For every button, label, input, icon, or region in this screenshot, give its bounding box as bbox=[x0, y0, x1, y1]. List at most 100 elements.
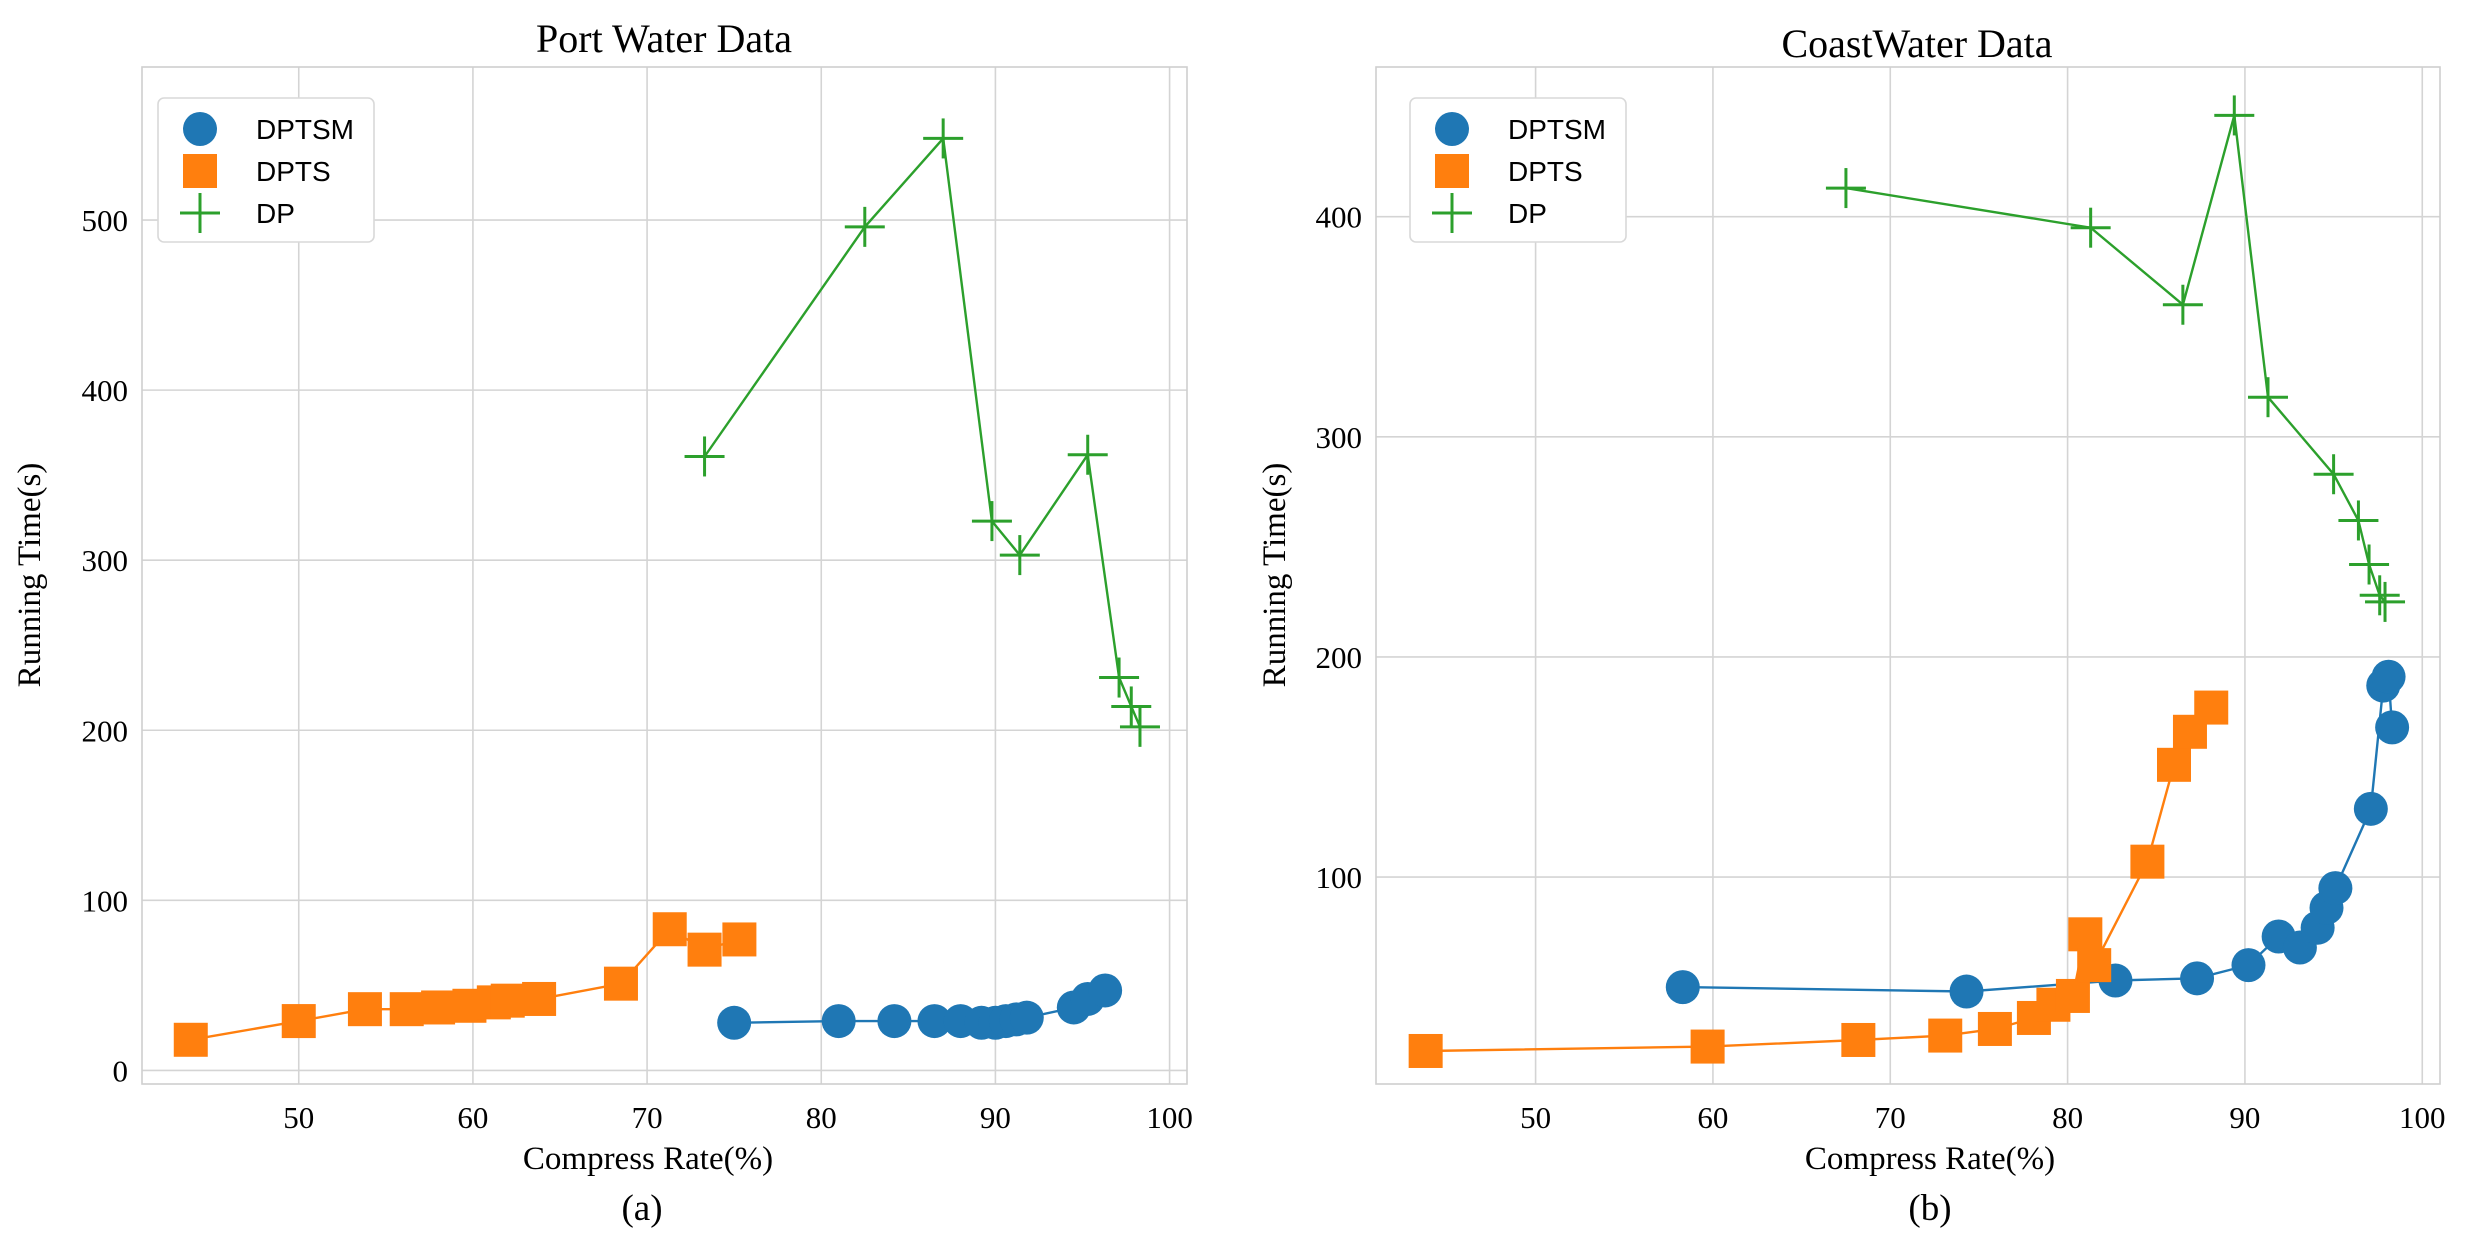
data-point-dpts bbox=[1841, 1022, 1876, 1057]
data-point-dp bbox=[971, 501, 1012, 542]
data-point-dp bbox=[684, 436, 725, 477]
data-point-dp bbox=[923, 118, 964, 159]
y-tick-label: 200 bbox=[1316, 640, 1363, 675]
data-point-dptsm bbox=[2318, 871, 2353, 906]
x-tick-label: 60 bbox=[1697, 1100, 1728, 1135]
legend-label-dp: DP bbox=[256, 198, 295, 229]
data-point-dpts bbox=[522, 981, 557, 1016]
legend-marker-dp bbox=[1432, 193, 1472, 233]
legend: DPTSM DPTS DP bbox=[1409, 97, 1627, 243]
data-point-dptsm bbox=[717, 1005, 752, 1040]
data-point-dp bbox=[1119, 706, 1160, 747]
series-line-dp bbox=[1845, 115, 2386, 603]
x-tick-label: 90 bbox=[980, 1100, 1011, 1135]
data-point-dptsm bbox=[917, 1004, 952, 1039]
data-point-dpts bbox=[1408, 1033, 1443, 1068]
data-point-dpts bbox=[389, 992, 424, 1027]
grid bbox=[1376, 67, 2440, 1084]
data-point-dpts bbox=[2068, 917, 2103, 952]
y-axis-label: Running Time(s) bbox=[12, 463, 48, 688]
legend-marker-dpts bbox=[1435, 154, 1469, 188]
y-tick-label: 300 bbox=[82, 543, 129, 578]
y-tick-labels: 0 100 200 300 400 500 bbox=[82, 203, 129, 1088]
y-tick-label: 500 bbox=[82, 203, 129, 238]
series-dptsm bbox=[1665, 659, 2410, 1009]
data-point-dpts bbox=[2157, 747, 2191, 782]
data-point-dpts bbox=[1977, 1011, 2012, 1046]
data-point-dptsm bbox=[1949, 974, 1984, 1009]
chart-title: CoastWater Data bbox=[1781, 21, 2052, 66]
x-axis-label: Compress Rate(%) bbox=[1805, 1141, 2055, 1177]
legend-marker-dpts bbox=[183, 154, 217, 188]
y-tick-labels: 100 200 300 400 bbox=[1316, 200, 1363, 895]
y-tick-label: 0 bbox=[113, 1053, 129, 1088]
x-tick-labels: 50 60 70 80 90 100 bbox=[283, 1100, 1193, 1135]
panel-port-water: Port Water Data 50 60 70 80 90 100 0 100 200 300… bbox=[12, 16, 1193, 1229]
x-axis-label: Compress Rate(%) bbox=[523, 1141, 773, 1177]
data-point-dptsm bbox=[1088, 973, 1123, 1008]
data-point-dp bbox=[2162, 284, 2203, 325]
x-tick-label: 100 bbox=[1146, 1100, 1193, 1135]
legend-label-dpts: DPTS bbox=[256, 156, 331, 187]
data-point-dpts bbox=[652, 912, 687, 947]
data-point-dpts bbox=[173, 1022, 208, 1057]
x-tick-label: 80 bbox=[2052, 1100, 2083, 1135]
data-point-dptsm bbox=[2375, 710, 2410, 745]
data-point-dptsm bbox=[821, 1004, 856, 1039]
x-tick-labels: 50 60 70 80 90 100 bbox=[1520, 1100, 2445, 1135]
data-point-dp bbox=[2365, 581, 2406, 622]
series-layer bbox=[173, 118, 1160, 1057]
x-tick-label: 60 bbox=[457, 1100, 488, 1135]
legend-marker-dptsm bbox=[1435, 112, 1469, 146]
data-point-dptsm bbox=[877, 1004, 912, 1039]
x-tick-label: 70 bbox=[632, 1100, 663, 1135]
data-point-dpts bbox=[687, 932, 722, 967]
data-point-dp bbox=[1825, 168, 1866, 209]
x-tick-label: 50 bbox=[1520, 1100, 1551, 1135]
legend: DPTSM DPTS DP bbox=[157, 97, 375, 243]
data-point-dpts bbox=[281, 1004, 316, 1039]
y-tick-label: 300 bbox=[1316, 420, 1363, 455]
series-dpts bbox=[173, 912, 757, 1057]
data-point-dpts bbox=[722, 922, 757, 957]
data-point-dpts bbox=[421, 990, 456, 1025]
panel-caption: (a) bbox=[621, 1188, 662, 1229]
data-point-dp bbox=[2070, 207, 2111, 248]
data-point-dp bbox=[844, 206, 885, 247]
legend-marker-dptsm bbox=[183, 112, 217, 146]
series-dp bbox=[1825, 95, 2406, 622]
y-tick-label: 200 bbox=[82, 713, 129, 748]
series-dptsm bbox=[717, 973, 1123, 1040]
plot-frame bbox=[141, 66, 1188, 1085]
data-point-dp bbox=[2359, 575, 2400, 616]
legend-label-dptsm: DPTSM bbox=[256, 114, 354, 145]
legend-label-dp: DP bbox=[1508, 198, 1547, 229]
data-point-dp bbox=[2214, 95, 2255, 136]
plot-frame bbox=[1375, 66, 2441, 1085]
x-tick-label: 70 bbox=[1875, 1100, 1906, 1135]
panel-coast-water: CoastWater Data 50 60 70 80 90 100 100 200 300 4… bbox=[1257, 21, 2446, 1229]
series-dp bbox=[684, 118, 1160, 747]
data-point-dptsm bbox=[2180, 961, 2215, 996]
legend-label-dptsm: DPTSM bbox=[1508, 114, 1606, 145]
data-point-dpts bbox=[2194, 690, 2229, 725]
data-point-dp bbox=[2247, 377, 2288, 418]
data-point-dptsm bbox=[2353, 791, 2388, 826]
data-point-dpts bbox=[2055, 978, 2090, 1013]
y-tick-label: 100 bbox=[82, 883, 129, 918]
data-point-dpts bbox=[2077, 948, 2112, 983]
series-layer bbox=[1408, 95, 2410, 1068]
x-tick-label: 50 bbox=[283, 1100, 314, 1135]
legend-label-dpts: DPTS bbox=[1508, 156, 1583, 187]
data-point-dp bbox=[1067, 434, 1108, 475]
data-point-dp bbox=[2313, 454, 2354, 495]
x-tick-label: 90 bbox=[2229, 1100, 2260, 1135]
series-line-dpts bbox=[1425, 706, 2213, 1053]
y-axis-label: Running Time(s) bbox=[1257, 463, 1293, 688]
x-tick-label: 80 bbox=[806, 1100, 837, 1135]
legend-marker-dp bbox=[180, 193, 220, 233]
data-point-dp bbox=[1099, 657, 1140, 698]
y-tick-label: 400 bbox=[1316, 200, 1363, 235]
series-dpts bbox=[1408, 690, 2229, 1068]
data-point-dpts bbox=[1928, 1018, 1963, 1053]
